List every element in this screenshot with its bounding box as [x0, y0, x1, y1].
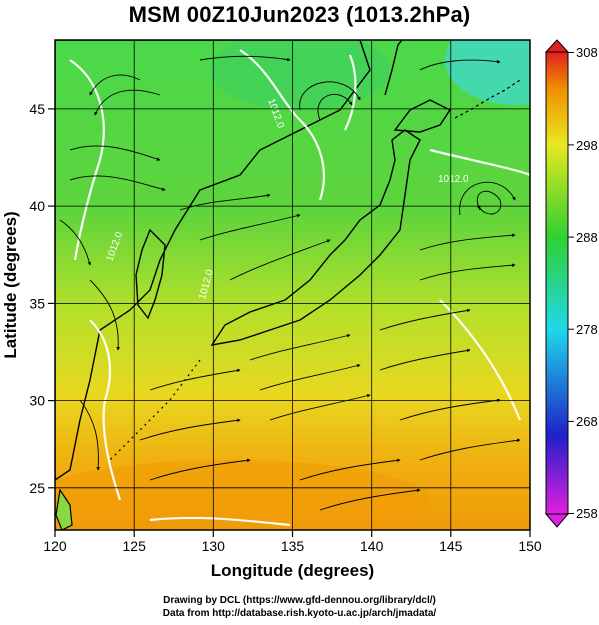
colorbar-tick-label: 268 — [576, 414, 598, 429]
y-tick-label: 30 — [29, 393, 45, 409]
isobars — [69, 49, 530, 527]
colorbar: 258 268 278 288 298 308 — [544, 39, 598, 528]
map-gridlines — [55, 40, 530, 530]
coastline-taiwan — [55, 488, 73, 530]
map-field: 1012.0 1012.0 1012.0 1012.0 — [55, 40, 530, 530]
colorbar-gradient — [545, 51, 569, 515]
credit-data-source: Data from http://database.rish.kyoto-u.a… — [162, 608, 437, 619]
x-tick-label: 125 — [123, 538, 147, 554]
colorbar-tick-label: 298 — [576, 138, 598, 153]
colorbar-top-triangle — [544, 39, 570, 53]
x-tick-label: 140 — [360, 538, 384, 554]
cool-patch-north — [210, 40, 390, 110]
credit-drawing: Drawing by DCL (https://www.gfd-dennou.o… — [163, 595, 436, 606]
wind-streamlines — [59, 55, 521, 511]
x-tick-label: 120 — [43, 538, 67, 554]
x-axis-label: Longitude (degrees) — [211, 561, 374, 580]
isobar-label: 1012.0 — [438, 174, 469, 185]
x-axis: 120 125 130 135 140 145 150 Longitude (d… — [43, 530, 542, 580]
x-tick-label: 130 — [202, 538, 226, 554]
landmass-mainland — [55, 40, 371, 481]
coastline-korea — [135, 228, 166, 320]
colorbar-tick-label: 288 — [576, 230, 598, 245]
x-tick-label: 150 — [518, 538, 542, 554]
coastline-hokkaido — [393, 99, 452, 133]
coastline-sakhalin — [384, 40, 403, 96]
colorbar-tick-label: 258 — [576, 506, 598, 521]
y-tick-label: 45 — [29, 101, 45, 117]
colorbar-tick-label: 278 — [576, 322, 598, 337]
colorbar-tick-label: 308 — [576, 45, 598, 60]
y-tick-label: 40 — [29, 198, 45, 214]
colorbar-bottom-triangle — [544, 513, 570, 528]
cool-patch-northeast — [445, 40, 530, 105]
y-axis: 25 30 35 40 45 Latitude (degrees) — [1, 101, 55, 496]
map-title: MSM 00Z10Jun2023 (1013.2hPa) — [128, 2, 471, 27]
y-tick-label: 35 — [29, 295, 45, 311]
warm-patch-south — [55, 460, 430, 530]
x-tick-label: 135 — [281, 538, 305, 554]
y-axis-label: Latitude (degrees) — [1, 211, 20, 358]
x-tick-label: 145 — [439, 538, 463, 554]
y-tick-label: 25 — [29, 480, 45, 496]
